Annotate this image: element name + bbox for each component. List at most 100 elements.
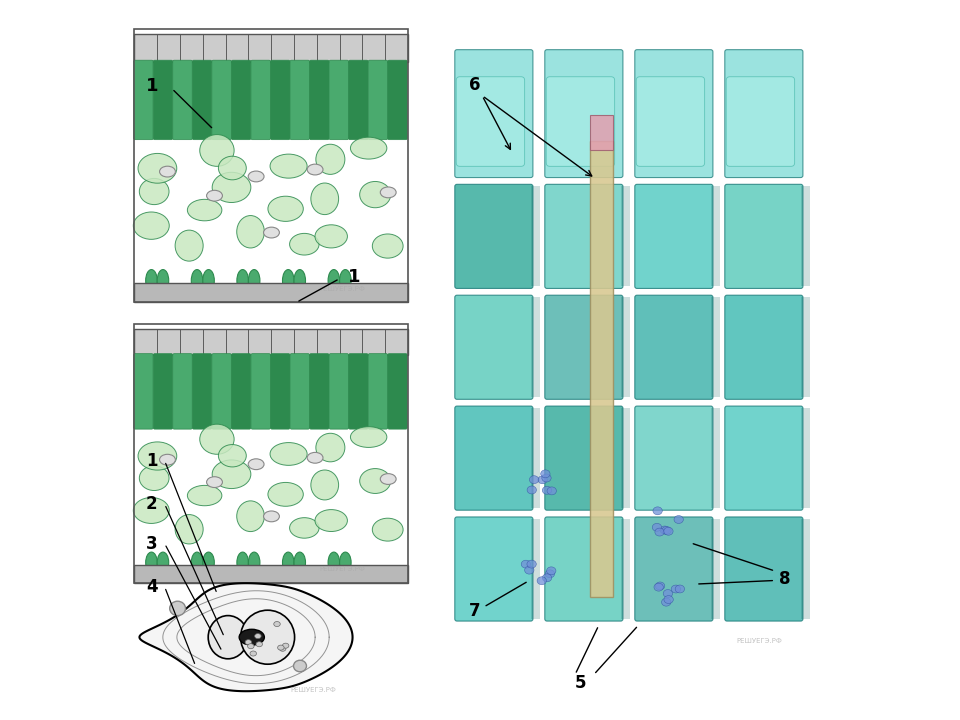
FancyBboxPatch shape [231,354,251,429]
FancyBboxPatch shape [725,184,803,289]
Ellipse shape [655,528,664,536]
FancyBboxPatch shape [133,354,154,429]
FancyBboxPatch shape [348,60,368,140]
Ellipse shape [294,552,305,573]
Ellipse shape [546,567,556,575]
Ellipse shape [250,651,256,656]
FancyBboxPatch shape [154,60,173,140]
Ellipse shape [138,153,177,183]
Ellipse shape [264,227,279,238]
Ellipse shape [187,485,222,505]
Ellipse shape [360,469,391,493]
Text: 1: 1 [146,452,157,470]
Ellipse shape [545,570,555,577]
Ellipse shape [524,566,534,574]
Bar [203,35,226,62]
FancyBboxPatch shape [192,354,212,429]
FancyBboxPatch shape [329,354,348,429]
Bar [203,329,226,355]
Bar [710,519,720,619]
Bar [385,329,408,355]
Ellipse shape [146,269,157,292]
FancyBboxPatch shape [635,50,713,178]
Ellipse shape [311,470,339,500]
Ellipse shape [274,621,280,626]
Ellipse shape [653,507,662,515]
Ellipse shape [133,212,169,239]
Bar [801,408,809,508]
Bar [589,140,613,597]
Ellipse shape [671,585,681,593]
Ellipse shape [146,552,157,573]
FancyBboxPatch shape [725,50,803,178]
FancyBboxPatch shape [455,295,533,400]
Bar [249,329,272,355]
FancyBboxPatch shape [133,60,154,140]
Text: РЕШУЕГЭ.РФ: РЕШУЕГЭ.РФ [319,567,365,572]
Bar [157,35,180,62]
Ellipse shape [248,644,254,649]
Ellipse shape [315,225,348,248]
Ellipse shape [237,501,264,531]
Bar [134,329,157,355]
Ellipse shape [661,598,671,606]
FancyBboxPatch shape [271,354,290,429]
Ellipse shape [340,269,351,292]
FancyBboxPatch shape [455,517,533,621]
Bar [249,35,272,62]
Bar [134,329,408,355]
Ellipse shape [249,552,260,573]
FancyBboxPatch shape [309,60,329,140]
Ellipse shape [264,511,279,522]
Ellipse shape [527,486,537,494]
Ellipse shape [191,552,203,573]
FancyBboxPatch shape [635,184,713,289]
Ellipse shape [249,459,264,469]
Bar [531,408,540,508]
Ellipse shape [191,269,203,292]
Ellipse shape [157,269,169,292]
Ellipse shape [200,424,234,454]
Ellipse shape [270,154,307,178]
Ellipse shape [268,197,303,221]
Ellipse shape [239,629,264,645]
Ellipse shape [282,643,289,648]
Bar [710,297,720,397]
Ellipse shape [237,215,264,248]
Text: 8: 8 [779,570,790,588]
Ellipse shape [139,466,169,490]
FancyBboxPatch shape [212,60,231,140]
FancyBboxPatch shape [636,77,705,166]
Bar [801,186,809,287]
Ellipse shape [279,647,286,652]
Ellipse shape [245,639,252,644]
Bar [226,329,249,355]
Ellipse shape [175,515,204,544]
Bar [134,324,408,583]
FancyBboxPatch shape [369,354,388,429]
Bar [363,329,385,355]
Bar [134,29,408,302]
Ellipse shape [316,144,345,174]
Ellipse shape [290,518,319,538]
Ellipse shape [311,183,339,215]
FancyBboxPatch shape [456,77,525,166]
Bar [134,35,408,62]
Ellipse shape [277,645,284,650]
Polygon shape [139,583,352,691]
Ellipse shape [541,474,551,482]
Ellipse shape [138,442,177,470]
Ellipse shape [315,510,348,531]
Ellipse shape [249,269,260,292]
FancyBboxPatch shape [544,406,623,510]
Ellipse shape [521,560,531,568]
Bar [531,519,540,619]
FancyBboxPatch shape [725,517,803,621]
Ellipse shape [159,166,176,177]
FancyBboxPatch shape [544,50,623,178]
Ellipse shape [542,486,552,494]
Ellipse shape [270,443,307,465]
Bar [294,35,317,62]
Bar [801,297,809,397]
Ellipse shape [328,269,340,292]
